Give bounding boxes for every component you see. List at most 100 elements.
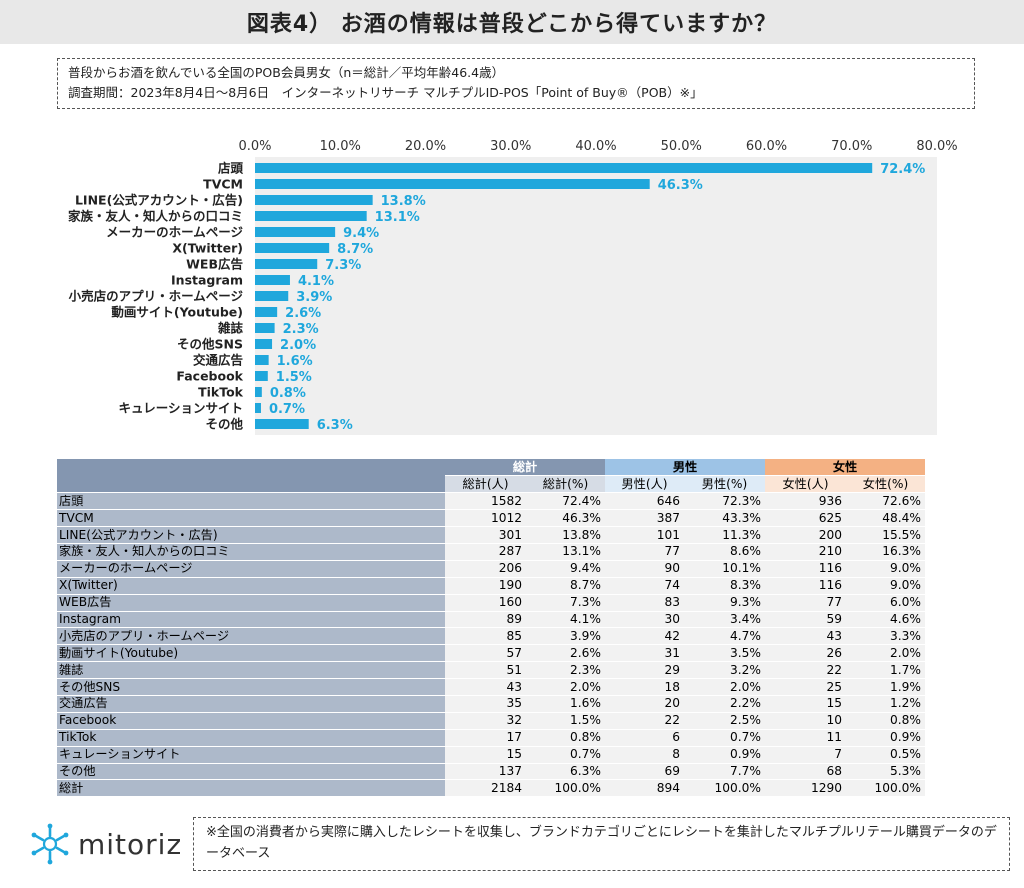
cell-value: 9.0%: [846, 577, 925, 595]
cell-value: 13.1%: [526, 543, 605, 561]
cell-value: 3.5%: [684, 644, 765, 663]
table-row: 動画サイト(Youtube) 57 2.6% 31 3.5% 26 2.0%: [57, 644, 925, 663]
table-row: 交通広告 35 1.6% 20 2.2% 15 1.2%: [57, 695, 925, 713]
table-row: 店頭 1582 72.4% 646 72.3% 936 72.6%: [57, 492, 925, 511]
cell-value: 116: [765, 560, 846, 578]
data-label: 46.3%: [658, 178, 703, 193]
bar: [255, 419, 309, 429]
cell-value: 1.6%: [526, 695, 605, 713]
bar: [255, 227, 336, 237]
table-row: Facebook 32 1.5% 22 2.5% 10 0.8%: [57, 712, 925, 730]
survey-note: 普段からお酒を飲んでいる全国のPOB会員男女（n＝総計／平均年齢46.4歳） 調…: [57, 58, 975, 109]
row-label: TVCM: [57, 509, 445, 528]
cell-value: 100.0%: [684, 779, 765, 798]
table-row: 雑誌 51 2.3% 29 3.2% 22 1.7%: [57, 661, 925, 680]
data-label: 72.4%: [880, 162, 925, 177]
cell-value: 7.3%: [526, 594, 605, 612]
cell-value: 30: [605, 611, 684, 629]
cell-value: 4.1%: [526, 611, 605, 629]
row-label: Facebook: [57, 712, 445, 730]
category-label: 交通広告: [193, 353, 244, 368]
x-tick-label: 50.0%: [661, 139, 702, 154]
category-label: LINE(公式アカウント・広告): [75, 193, 243, 208]
bar: [255, 387, 262, 397]
category-label: Instagram: [171, 273, 243, 288]
cell-value: 9.3%: [684, 594, 765, 612]
table-row: その他SNS 43 2.0% 18 2.0% 25 1.9%: [57, 678, 925, 696]
cell-value: 100.0%: [526, 779, 605, 798]
cell-value: 15.5%: [846, 526, 925, 544]
cell-value: 77: [765, 594, 846, 612]
cell-value: 18: [605, 678, 684, 696]
cell-value: 2.0%: [684, 678, 765, 696]
cell-value: 206: [445, 560, 526, 578]
cell-value: 1012: [445, 509, 526, 528]
cell-value: 22: [605, 712, 684, 730]
cell-value: 3.3%: [846, 627, 925, 646]
cell-value: 8: [605, 746, 684, 764]
bar: [255, 259, 318, 269]
table-group-header: 総計 男性 女性: [57, 459, 925, 494]
cell-value: 137: [445, 763, 526, 781]
row-label: Instagram: [57, 611, 445, 629]
survey-line-1: 普段からお酒を飲んでいる全国のPOB会員男女（n＝総計／平均年齢46.4歳）: [68, 65, 505, 80]
cell-value: 43.3%: [684, 509, 765, 528]
cell-value: 15: [445, 746, 526, 764]
category-label: TikTok: [198, 385, 244, 400]
category-label: その他: [205, 417, 243, 432]
cell-value: 13.8%: [526, 526, 605, 544]
cell-value: 59: [765, 611, 846, 629]
x-tick-label: 20.0%: [405, 139, 446, 154]
cell-value: 20: [605, 695, 684, 713]
x-tick-label: 40.0%: [575, 139, 616, 154]
category-label: キュレーションサイト: [118, 401, 243, 416]
cell-value: 101: [605, 526, 684, 544]
cell-value: 74: [605, 577, 684, 595]
data-label: 2.0%: [280, 338, 316, 353]
cell-value: 1290: [765, 779, 846, 798]
cell-value: 15: [765, 695, 846, 713]
cell-value: 2.0%: [526, 678, 605, 696]
cell-value: 11.3%: [684, 526, 765, 544]
bar: [255, 323, 275, 333]
cell-value: 11: [765, 729, 846, 747]
cell-value: 35: [445, 695, 526, 713]
data-label: 9.4%: [343, 226, 379, 241]
row-label: その他: [57, 763, 445, 781]
cell-value: 1.9%: [846, 678, 925, 696]
cell-value: 387: [605, 509, 684, 528]
cell-value: 43: [765, 627, 846, 646]
group-male: 男性: [605, 459, 765, 477]
x-tick-label: 80.0%: [916, 139, 957, 154]
cell-value: 160: [445, 594, 526, 612]
cell-value: 17: [445, 729, 526, 747]
table-row: X(Twitter) 190 8.7% 74 8.3% 116 9.0%: [57, 577, 925, 595]
row-label: WEB広告: [57, 594, 445, 612]
cell-value: 89: [445, 611, 526, 629]
cell-value: 51: [445, 661, 526, 680]
group-total: 総計: [445, 459, 605, 477]
bar: [255, 339, 273, 349]
data-label: 2.6%: [285, 306, 321, 321]
cell-value: 8.3%: [684, 577, 765, 595]
row-label: その他SNS: [57, 678, 445, 696]
bar: [255, 275, 290, 285]
data-label: 13.1%: [375, 210, 420, 225]
cell-value: 8.6%: [684, 543, 765, 561]
cell-value: 2.3%: [526, 661, 605, 680]
cell-value: 1.7%: [846, 661, 925, 680]
category-label: TVCM: [203, 177, 243, 192]
row-label: TikTok: [57, 729, 445, 747]
cell-value: 0.8%: [526, 729, 605, 747]
cell-value: 22: [765, 661, 846, 680]
cell-value: 100.0%: [846, 779, 925, 798]
data-label: 7.3%: [325, 258, 361, 273]
data-table: 総計 男性 女性 総計(人) 総計(%) 男性(人) 男性(%) 女性(人) 女…: [57, 459, 925, 798]
cell-value: 301: [445, 526, 526, 544]
cell-value: 894: [605, 779, 684, 798]
bar-chart: 0.0% 10.0% 20.0% 30.0% 40.0% 50.0% 60.0% 70.0% 8…: [68, 139, 958, 435]
category-label: X(Twitter): [172, 241, 243, 256]
cell-value: 625: [765, 509, 846, 528]
cell-value: 0.7%: [684, 729, 765, 747]
cell-value: 3.2%: [684, 661, 765, 680]
